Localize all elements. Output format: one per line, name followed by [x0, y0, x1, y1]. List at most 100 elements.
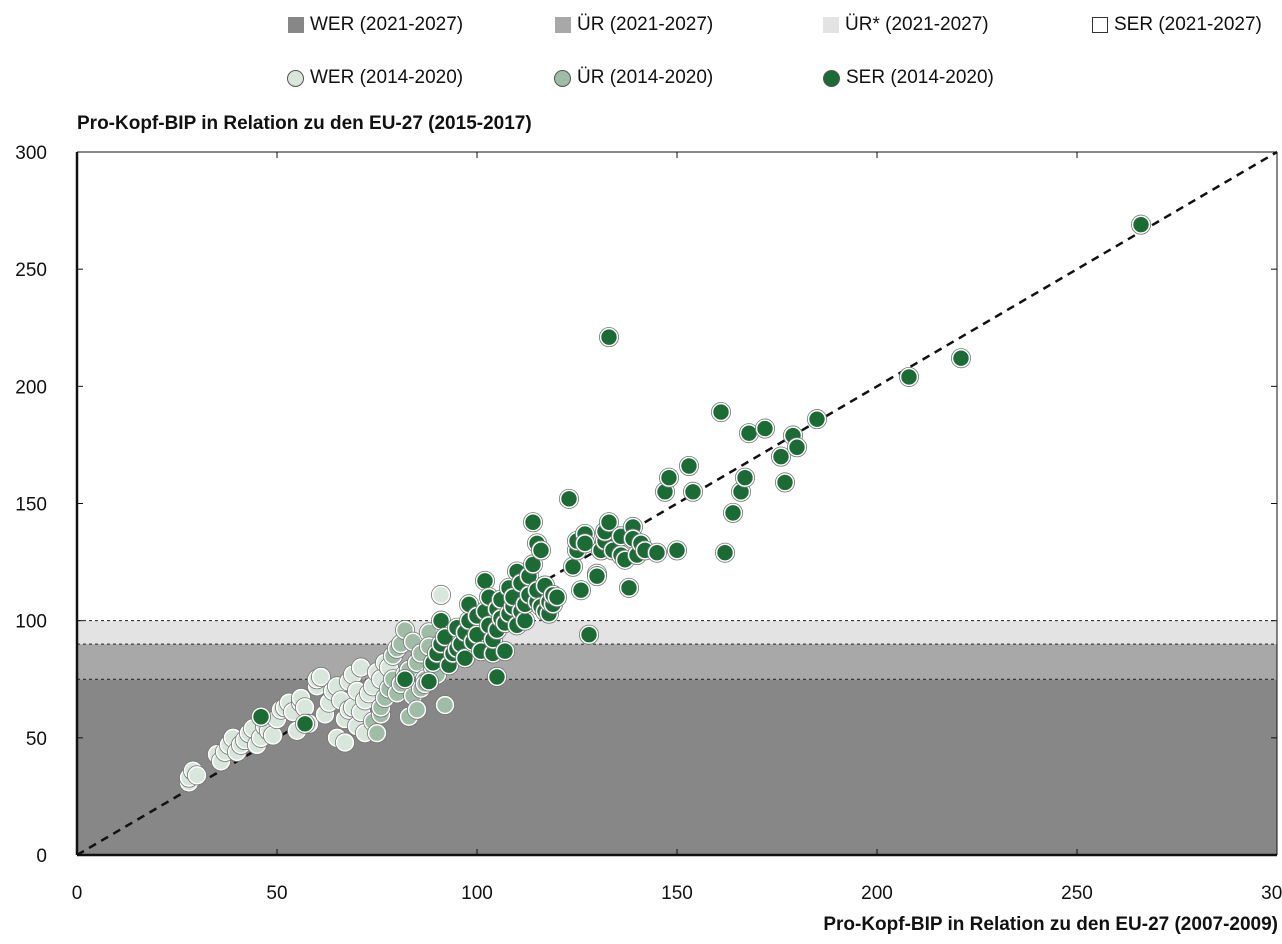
data-point-outline	[579, 624, 600, 645]
data-point-outline	[667, 540, 688, 561]
data-point-outline	[294, 713, 315, 734]
x-tick-label: 0	[72, 883, 83, 904]
data-point	[807, 409, 827, 429]
x-tick-label: 250	[1061, 883, 1093, 904]
data-point	[559, 489, 579, 509]
legend-marker-pt-ur	[554, 69, 571, 87]
data-point-outline	[310, 666, 331, 687]
x-tick-label: 50	[266, 883, 287, 904]
data-point	[311, 667, 331, 687]
data-point-outline	[807, 409, 828, 430]
data-point	[647, 543, 667, 563]
data-point	[619, 578, 639, 598]
data-point-outline	[186, 765, 207, 786]
x-tick-label: 200	[861, 883, 893, 904]
data-point-outline	[1131, 214, 1152, 235]
data-point-outline	[494, 641, 515, 662]
data-point	[715, 543, 735, 563]
data-point-outline	[711, 402, 732, 423]
series-2	[250, 214, 1152, 734]
legend-swatch-band-ur-star	[823, 17, 839, 33]
legend-swatch-band-ser	[1092, 17, 1108, 33]
legend-marker-pt-ser	[823, 69, 840, 87]
data-point-outline	[771, 446, 792, 467]
data-point	[599, 327, 619, 347]
data-point	[523, 512, 543, 532]
legend-item-pt-wer: WER (2014-2020)	[287, 67, 463, 89]
data-point	[735, 468, 755, 488]
data-point-outline	[486, 666, 507, 687]
data-point	[547, 587, 567, 607]
data-point	[711, 402, 731, 422]
legend-item-pt-ur: ÜR (2014-2020)	[554, 67, 713, 89]
data-point-outline	[547, 587, 568, 608]
data-point-outline	[434, 695, 455, 716]
y-axis-title: Pro-Kopf-BIP in Relation zu den EU-27 (2…	[77, 113, 532, 134]
data-point	[435, 695, 455, 715]
legend-label-pt-ser: SER (2014-2020)	[846, 67, 994, 88]
legend-label-band-ser: SER (2021-2027)	[1114, 14, 1262, 35]
data-point	[899, 367, 919, 387]
data-point-outline	[406, 699, 427, 720]
data-point	[951, 348, 971, 368]
data-point	[787, 437, 807, 457]
data-point	[723, 503, 743, 523]
data-point-outline	[683, 481, 704, 502]
data-point	[1131, 215, 1151, 234]
legend-label-pt-ur: ÜR (2014-2020)	[577, 67, 714, 88]
band-1	[77, 644, 1277, 680]
data-point-outline	[531, 540, 552, 561]
data-point	[407, 700, 427, 720]
data-point-outline	[571, 580, 592, 601]
legend-marker-pt-wer	[287, 69, 304, 87]
data-point	[419, 672, 439, 691]
x-tick-label: 100	[461, 883, 493, 904]
data-point	[683, 482, 703, 502]
data-point	[575, 534, 595, 553]
data-point	[487, 667, 507, 687]
data-point	[495, 641, 515, 661]
data-point-outline	[787, 437, 808, 458]
data-point	[667, 541, 687, 560]
data-point-outline	[587, 566, 608, 587]
band-2	[77, 620, 1277, 645]
y-tick-label: 50	[26, 729, 47, 750]
y-tick-label: 100	[15, 612, 47, 633]
data-point	[251, 707, 271, 727]
legend-label-band-ur-star: ÜR* (2021-2027)	[845, 14, 989, 35]
data-point	[335, 733, 355, 752]
data-point	[531, 541, 551, 560]
data-point-outline	[599, 327, 620, 348]
y-tick-label: 300	[15, 143, 47, 164]
data-point-outline	[394, 669, 415, 690]
data-point	[571, 580, 591, 600]
legend-label-band-ur: ÜR (2021-2027)	[577, 14, 714, 35]
data-point-outline	[523, 512, 544, 533]
data-point	[515, 611, 535, 630]
data-point	[659, 468, 679, 488]
data-point-outline	[951, 348, 972, 369]
data-point-outline	[735, 467, 756, 488]
data-point	[263, 726, 283, 745]
data-point-outline	[334, 732, 355, 753]
data-point-outline	[599, 512, 620, 533]
x-tick-label: 300	[1261, 883, 1282, 904]
data-point	[587, 566, 607, 586]
data-point-outline	[679, 456, 700, 477]
data-point	[395, 669, 415, 689]
data-point-outline	[559, 488, 580, 509]
data-point	[431, 585, 451, 605]
data-point	[431, 611, 451, 630]
legend-item-band-ur-star: ÜR* (2021-2027)	[823, 14, 989, 36]
data-point-outline	[723, 502, 744, 523]
data-point-outline	[715, 542, 736, 563]
data-point-outline	[619, 577, 640, 598]
legend-item-pt-ser: SER (2014-2020)	[823, 67, 994, 89]
y-tick-label: 150	[15, 495, 47, 516]
data-point	[579, 625, 599, 645]
y-tick-label: 250	[15, 260, 47, 281]
data-point	[187, 766, 207, 785]
data-point-outline	[250, 706, 271, 727]
legend-swatch-band-ur	[555, 17, 571, 33]
data-point	[755, 419, 775, 438]
